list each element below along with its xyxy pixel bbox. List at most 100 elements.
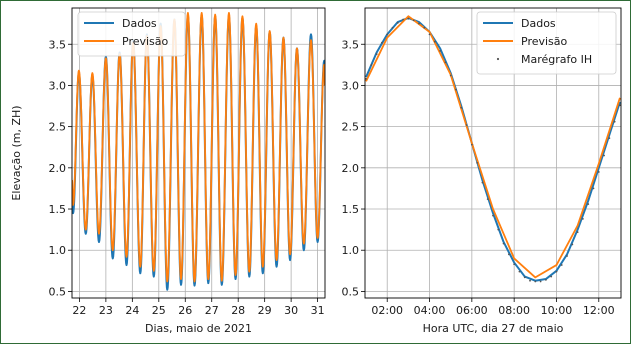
x-tick-label: 29 bbox=[258, 304, 272, 317]
legend-label: Dados bbox=[122, 17, 157, 30]
maregrafo-point bbox=[455, 88, 457, 91]
maregrafo-point bbox=[539, 280, 542, 283]
x-tick-label: 25 bbox=[152, 304, 166, 317]
maregrafo-point bbox=[534, 280, 537, 283]
x-tick-label: 04:00 bbox=[414, 304, 446, 317]
y-tick-label: 3.5 bbox=[342, 38, 360, 51]
maregrafo-point bbox=[576, 231, 579, 233]
axes-frame bbox=[71, 7, 326, 299]
maregrafo-point bbox=[402, 18, 404, 21]
maregrafo-point bbox=[608, 137, 611, 140]
legend-label: Previsão bbox=[122, 35, 169, 48]
x-tick-label: 30 bbox=[284, 304, 298, 317]
x-tick-label: 23 bbox=[99, 304, 113, 317]
maregrafo-point bbox=[418, 22, 420, 25]
x-tick-label: 28 bbox=[231, 304, 245, 317]
maregrafo-point bbox=[412, 19, 415, 22]
x-tick-label: 26 bbox=[178, 304, 192, 317]
previsao-series-line bbox=[365, 15, 621, 279]
maregrafo-point bbox=[370, 63, 373, 66]
y-tick-label: 0.5 bbox=[342, 285, 360, 298]
y-tick-label: 1.5 bbox=[342, 203, 360, 216]
x-tick-label: 27 bbox=[205, 304, 219, 317]
maregrafo-point bbox=[560, 264, 563, 266]
x-axis-label: Hora UTC, dia 27 de maio bbox=[423, 322, 564, 335]
maregrafo-point bbox=[529, 279, 531, 282]
x-tick-label: 02:00 bbox=[371, 304, 403, 317]
left-panel: 22 23 24 25 26 27 28 29 30 31 0.5 1.0 1.5 2.0 2.5 3.0 3.… bbox=[10, 7, 326, 335]
maregrafo-point bbox=[423, 26, 426, 29]
maregrafo-point bbox=[550, 275, 553, 278]
maregrafo-point bbox=[507, 253, 510, 256]
y-tick-label: 2.5 bbox=[49, 121, 67, 134]
maregrafo-point bbox=[449, 74, 452, 77]
y-tick-label: 2.0 bbox=[49, 162, 67, 175]
maregrafo-point bbox=[518, 270, 521, 273]
axes-frame bbox=[364, 7, 622, 299]
maregrafo-point bbox=[460, 106, 463, 109]
maregrafo-point bbox=[365, 77, 367, 80]
maregrafo-point bbox=[486, 198, 489, 201]
right-panel: 02:00 04:00 06:00 08:00 10:00 12:00 0.5 1.0 1.5 2… bbox=[342, 7, 622, 335]
x-tick-label: 06:00 bbox=[456, 304, 488, 317]
maregrafo-point bbox=[592, 187, 595, 190]
maregrafo-point bbox=[439, 49, 442, 52]
maregrafo-point bbox=[571, 243, 574, 246]
y-tick-label: 1.5 bbox=[49, 203, 67, 216]
legend: Dados Previsão bbox=[77, 11, 186, 57]
maregrafo-point bbox=[375, 53, 378, 56]
maregrafo-point bbox=[465, 124, 468, 126]
x-tick-label: 08:00 bbox=[498, 304, 530, 317]
maregrafo-point bbox=[523, 276, 526, 279]
maregrafo-point bbox=[386, 33, 389, 36]
maregrafo-point bbox=[407, 17, 410, 20]
maregrafo-point bbox=[587, 203, 590, 205]
x-tick-label: 31 bbox=[311, 304, 325, 317]
plot-area bbox=[365, 15, 621, 283]
legend-box bbox=[476, 11, 617, 75]
y-tick-label: 3.5 bbox=[49, 38, 67, 51]
maregrafo-point bbox=[502, 242, 505, 245]
maregrafo-point bbox=[476, 161, 479, 164]
y-axis-label: Elevação (m, ZH) bbox=[10, 105, 23, 200]
plot-area bbox=[72, 12, 325, 291]
maregrafo-point bbox=[555, 270, 558, 273]
maregrafo-point bbox=[470, 143, 473, 146]
y-tick-label: 2.0 bbox=[342, 162, 360, 175]
y-tick-label: 3.0 bbox=[342, 79, 360, 92]
legend-marker bbox=[496, 57, 500, 61]
legend-label: Previsão bbox=[521, 35, 568, 48]
maregrafo-point bbox=[566, 255, 568, 257]
maregrafo-point bbox=[381, 41, 383, 44]
maregrafo-point bbox=[513, 263, 516, 266]
y-tick-label: 2.5 bbox=[342, 121, 360, 134]
legend-label: Dados bbox=[521, 17, 556, 30]
maregrafo-point bbox=[497, 228, 500, 231]
maregrafo-point bbox=[619, 104, 621, 107]
maregrafo-point bbox=[597, 171, 600, 173]
x-tick-label: 10:00 bbox=[541, 304, 573, 317]
maregrafo-point bbox=[544, 278, 547, 281]
maregrafo-point bbox=[428, 33, 431, 36]
legend: Dados Previsão Marégrafo IH bbox=[476, 11, 617, 75]
maregrafo-point bbox=[444, 61, 447, 64]
maregrafo-point bbox=[613, 120, 616, 123]
maregrafo-point bbox=[433, 40, 436, 43]
x-tick-label: 12:00 bbox=[583, 304, 615, 317]
y-tick-label: 1.0 bbox=[49, 244, 67, 257]
previsao-series-line bbox=[72, 12, 325, 283]
y-tick-label: 3.0 bbox=[49, 79, 67, 92]
legend-label: Marégrafo IH bbox=[521, 53, 592, 66]
y-tick-label: 0.5 bbox=[49, 285, 67, 298]
x-axis-label: Dias, maio de 2021 bbox=[145, 322, 252, 335]
x-tick-label: 22 bbox=[72, 304, 86, 317]
maregrafo-point bbox=[396, 21, 399, 24]
y-tick-label: 1.0 bbox=[342, 244, 360, 257]
maregrafo-point bbox=[481, 181, 484, 184]
maregrafo-point bbox=[391, 26, 394, 29]
maregrafo-point bbox=[603, 154, 605, 157]
x-tick-label: 24 bbox=[125, 304, 139, 317]
maregrafo-point bbox=[582, 218, 584, 220]
maregrafo-point bbox=[492, 214, 494, 217]
